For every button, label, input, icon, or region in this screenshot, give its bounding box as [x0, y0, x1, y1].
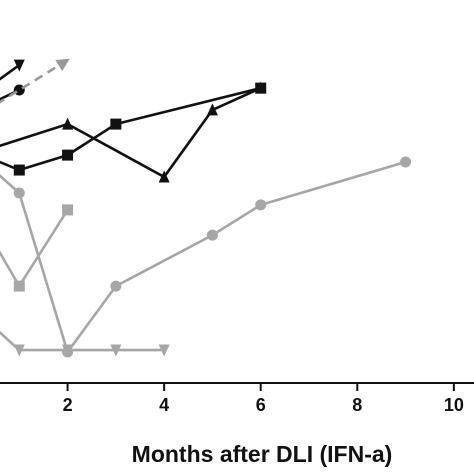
marker [400, 156, 412, 168]
x-tick-label: 10 [444, 395, 464, 415]
x-tick-label: 2 [63, 395, 73, 415]
marker [62, 117, 74, 130]
marker [255, 81, 267, 94]
series-line [0, 160, 406, 354]
marker [62, 344, 74, 357]
series-line [0, 64, 21, 81]
x-tick-label: 6 [256, 395, 266, 415]
marker [206, 103, 218, 116]
marker [110, 280, 122, 292]
marker [110, 118, 122, 130]
x-tick-label: 4 [159, 395, 169, 415]
series-line [0, 58, 70, 104]
marker [158, 344, 170, 357]
x-tick-label: 8 [352, 395, 362, 415]
marker [13, 59, 25, 72]
marker [255, 199, 267, 211]
marker [13, 187, 25, 199]
marker [62, 204, 74, 216]
marker [206, 229, 218, 241]
series-line [0, 330, 165, 352]
marker [158, 170, 170, 183]
marker [110, 344, 122, 357]
marker [13, 164, 25, 176]
marker [13, 280, 25, 292]
marker [62, 149, 74, 161]
marker [13, 344, 25, 357]
x-axis-label: Months after DLI (IFN-a) [132, 441, 393, 467]
